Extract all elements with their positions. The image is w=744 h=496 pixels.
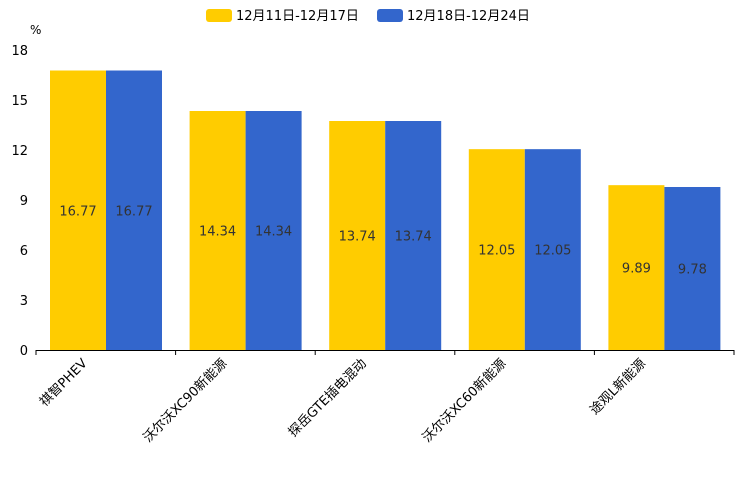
legend-label-series-2: 12月18日-12月24日 — [407, 9, 530, 24]
data-label: 12.05 — [534, 244, 571, 259]
bar-series-1-2[interactable] — [189, 111, 246, 350]
y-unit-label: % — [30, 23, 41, 37]
bar-series-2-2[interactable] — [245, 111, 302, 350]
bar-series-1-1[interactable] — [50, 70, 106, 351]
legend-item-series-2[interactable]: 12月18日-12月24日 — [377, 9, 530, 24]
y-axis: 0 3 6 9 12 15 18 — [11, 44, 28, 359]
data-label: 12.05 — [478, 244, 515, 259]
data-label: 14.34 — [199, 225, 236, 240]
bar-series-2-3[interactable] — [385, 121, 442, 350]
bar-series-1-4[interactable] — [468, 149, 525, 350]
data-label: 9.78 — [678, 263, 707, 278]
data-labels: 16.77 16.77 14.34 14.34 13.74 13.74 12.05 12.05… — [59, 204, 706, 277]
x-tick-label: 沃尔沃XC60新能源 — [419, 356, 509, 446]
legend: 12月11日-12月17日 12月18日-12月24日 — [206, 9, 530, 24]
x-tick-label: 沃尔沃XC90新能源 — [140, 356, 230, 446]
data-label: 13.74 — [339, 230, 376, 245]
data-label: 13.74 — [395, 230, 432, 245]
data-label: 14.34 — [255, 225, 292, 240]
legend-swatch-series-2 — [377, 9, 403, 22]
y-tick-label: 15 — [11, 94, 28, 109]
data-label: 9.89 — [622, 262, 651, 277]
bar-series-2-1[interactable] — [106, 70, 162, 351]
legend-label-series-1: 12月11日-12月17日 — [236, 9, 359, 24]
y-tick-label: 3 — [20, 294, 28, 309]
bar-series-1-3[interactable] — [329, 121, 386, 350]
legend-item-series-1[interactable]: 12月11日-12月17日 — [206, 9, 359, 24]
y-tick-label: 9 — [20, 194, 28, 209]
bars — [50, 70, 721, 351]
x-axis: 祺智PHEV 沃尔沃XC90新能源 探岳GTE插电混动 沃尔沃XC60新能源 途观L新能… — [35, 350, 735, 446]
x-tick-label: 途观L新能源 — [587, 356, 649, 418]
x-tick-label: 探岳GTE插电混动 — [286, 356, 370, 440]
bar-series-1-5[interactable] — [608, 185, 665, 350]
y-tick-label: 12 — [11, 144, 28, 159]
bar-series-2-5[interactable] — [664, 187, 721, 350]
y-tick-label: 6 — [20, 244, 28, 259]
y-tick-label: 0 — [20, 344, 28, 359]
x-tick-label: 祺智PHEV — [37, 356, 91, 410]
y-tick-label: 18 — [11, 44, 28, 59]
bar-series-2-4[interactable] — [524, 149, 581, 350]
data-label: 16.77 — [115, 204, 152, 219]
legend-swatch-series-1 — [206, 9, 232, 22]
data-label: 16.77 — [59, 204, 96, 219]
